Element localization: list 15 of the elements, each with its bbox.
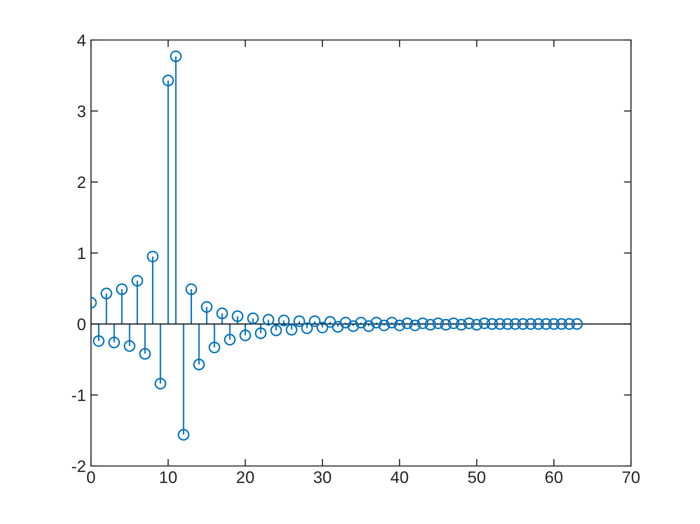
x-tick-label: 10	[160, 471, 177, 484]
y-tick-label: 4	[77, 34, 86, 46]
x-tick-label: 0	[87, 471, 95, 484]
x-tick-label: 40	[390, 471, 408, 484]
y-tick-label: 0	[78, 318, 86, 330]
x-tick-label: 30	[314, 471, 332, 484]
y-tick-label: 2	[78, 176, 86, 188]
y-tick-label: 3	[78, 105, 86, 118]
y-tick-label: -2	[72, 460, 86, 472]
x-tick-label: 70	[622, 471, 640, 484]
x-tick-label: 60	[545, 471, 562, 484]
y-tick-label: -1	[72, 390, 86, 402]
x-tick-label: 50	[468, 471, 486, 484]
y-tick-label: 1	[78, 248, 86, 260]
x-tick-label: 20	[236, 471, 254, 484]
